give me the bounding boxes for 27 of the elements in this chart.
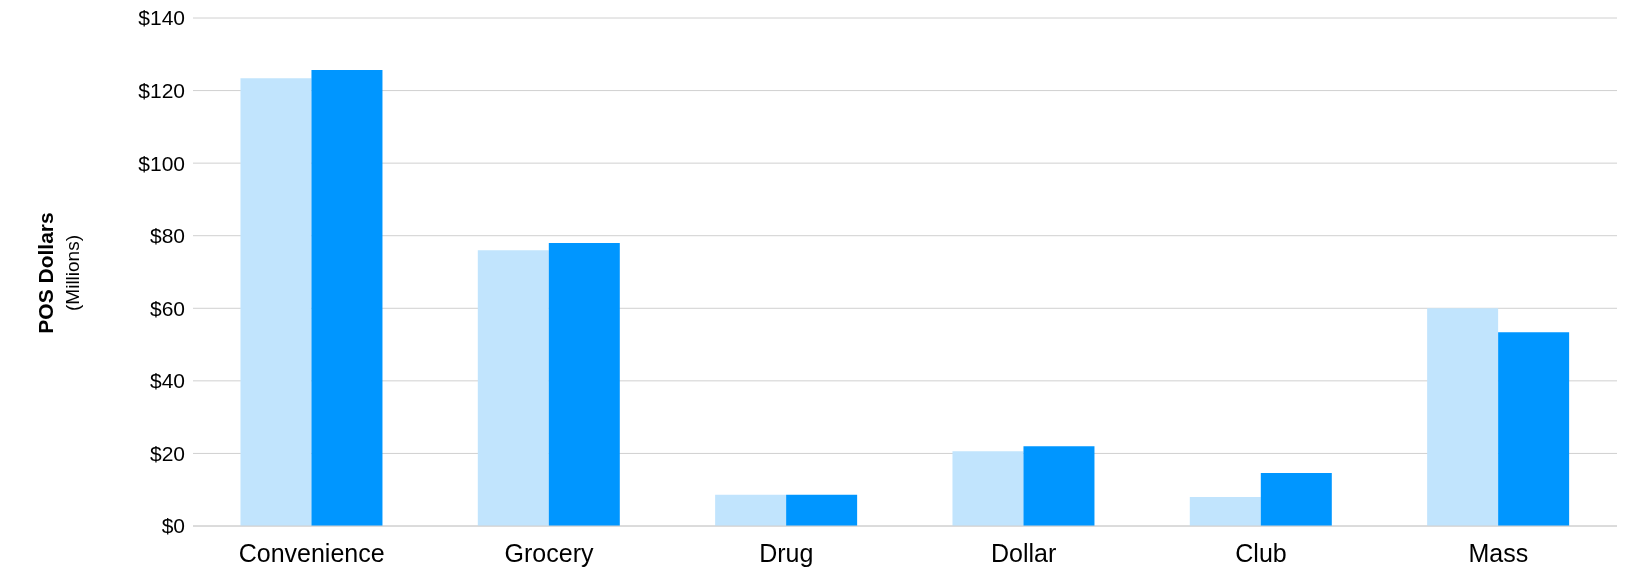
bar xyxy=(1260,473,1332,526)
y-tick-label: $0 xyxy=(161,514,185,538)
y-tick-label: $140 xyxy=(138,6,185,30)
bar xyxy=(1189,496,1261,526)
x-tick-label: Convenience xyxy=(238,538,385,567)
bar xyxy=(311,69,383,526)
bar xyxy=(548,242,620,526)
bar xyxy=(715,494,787,526)
y-tick-label: $100 xyxy=(138,151,185,175)
bar xyxy=(240,78,312,526)
bar xyxy=(477,250,549,526)
x-tick-label: Dollar xyxy=(991,538,1057,567)
y-tick-label: $40 xyxy=(149,369,185,393)
x-tick-label: Drug xyxy=(759,538,814,567)
x-tick-label: Grocery xyxy=(504,538,594,567)
bar xyxy=(1498,332,1570,526)
bar xyxy=(952,451,1024,526)
x-tick-label: Club xyxy=(1235,538,1287,567)
bar xyxy=(1023,446,1095,526)
y-tick-label: $60 xyxy=(149,296,185,320)
bar xyxy=(786,494,858,526)
y-tick-label: $20 xyxy=(149,441,185,465)
y-axis-title: POS Dollars (Millions) xyxy=(34,212,83,334)
bar xyxy=(1427,308,1499,526)
x-tick-label: Mass xyxy=(1468,538,1529,567)
y-tick-label: $120 xyxy=(138,79,185,103)
y-tick-label: $80 xyxy=(149,224,185,248)
